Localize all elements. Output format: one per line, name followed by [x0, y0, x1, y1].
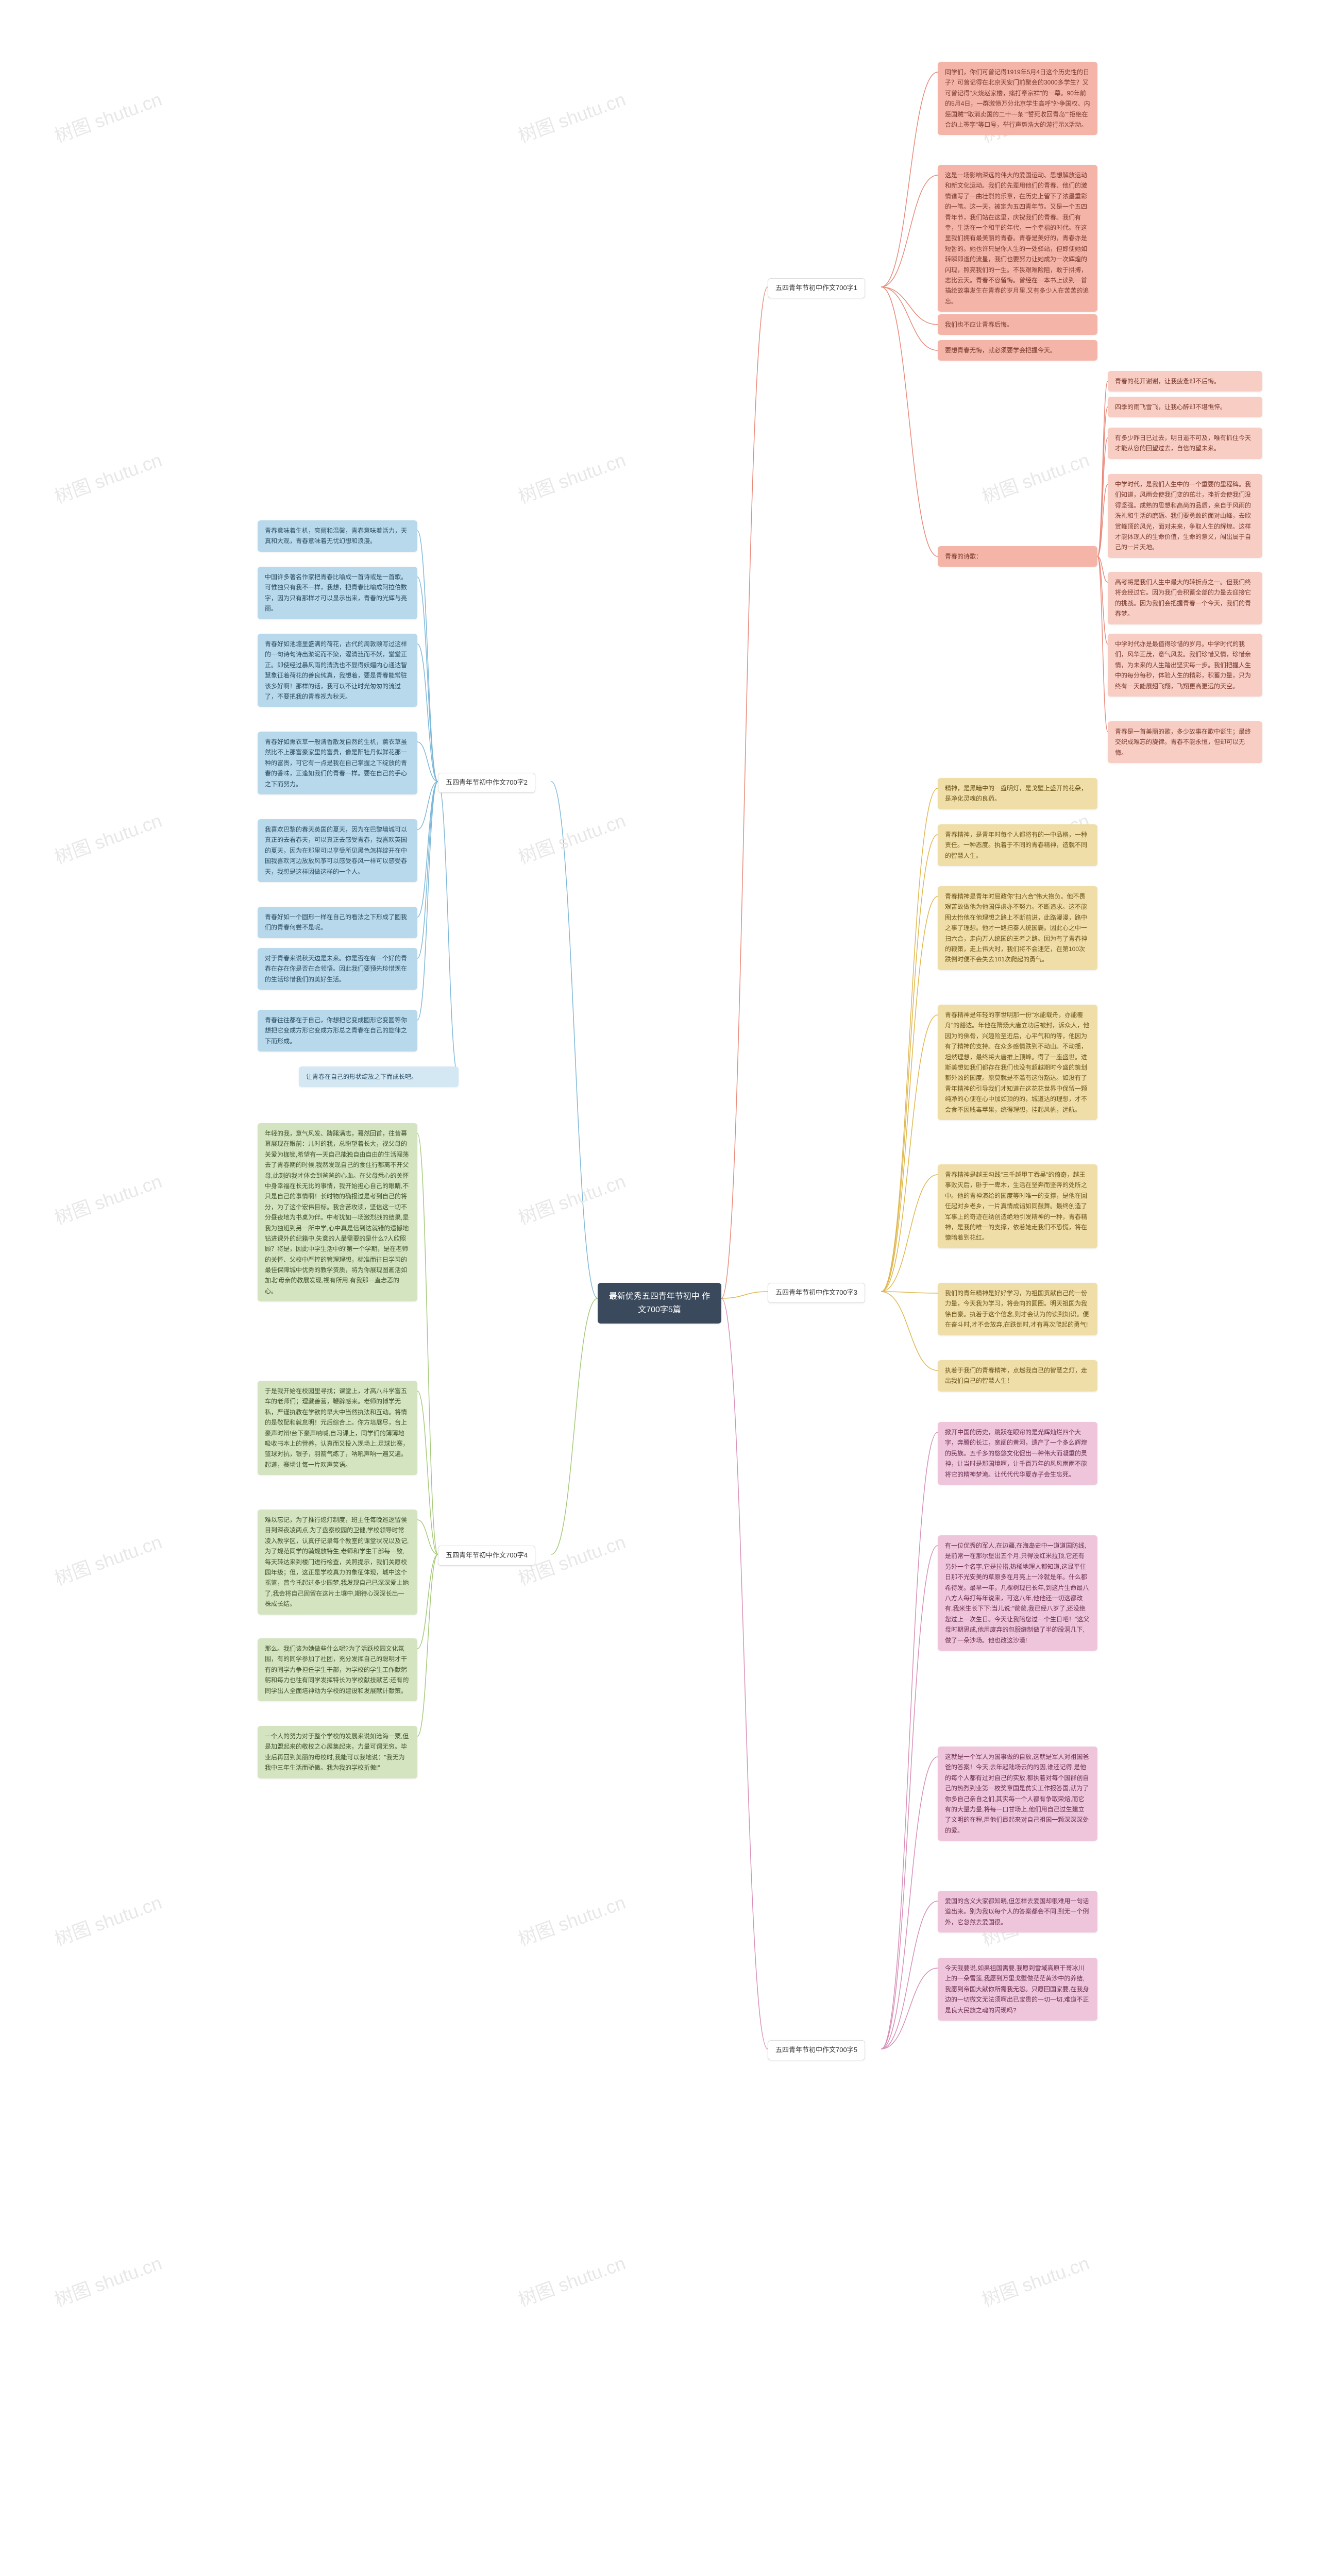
leaf-b4-3[interactable]: 那么。我们该为她做些什么呢?为了活跃校园文化氛围，有的同学参加了社团，充分发挥自…: [258, 1638, 417, 1701]
leaf-b1-4-4[interactable]: 高考将是我们人生中最大的转折点之一。但我们终将会经过它。因为我们会积蓄全部的力量…: [1108, 572, 1262, 624]
leaf-b1-4[interactable]: 青春的诗歌：: [938, 546, 1097, 567]
leaf-b2-1[interactable]: 中国许多著名作家把青春比喻成一首诗或是一首歌。可惟独只有我不一样，我想，把青春比…: [258, 567, 417, 619]
branch-b5[interactable]: 五四青年节初中作文700字5: [768, 2040, 865, 2060]
leaf-b5-1[interactable]: 有一位优秀的军人,在边疆,在海岛史中一道道国防线,是前常一在那尔堡出五个月,只得…: [938, 1535, 1097, 1651]
branch-b1[interactable]: 五四青年节初中作文700字1: [768, 278, 865, 298]
leaf-b4-1[interactable]: 于是我开始在校园里寻找；课堂上，才高八斗学富五车的老师们；理藏善营，鞭辟感来。老…: [258, 1381, 417, 1475]
leaf-b3-3[interactable]: 青春精神是年轻的李世明那一份"水能载舟，亦能覆舟"的豁达。年他在隋炀大唐立功后被…: [938, 1005, 1097, 1120]
branch-b3[interactable]: 五四青年节初中作文700字3: [768, 1283, 865, 1303]
mindmap-canvas: 树图 shutu.cn 树图 shutu.cn 树图 shutu.cn 树图 shut…: [0, 0, 1319, 2576]
branch-b2[interactable]: 五四青年节初中作文700字2: [438, 773, 535, 793]
leaf-b3-0[interactable]: 精神，是黑暗中的一盏明灯，是戈壁上盛开的花朵，是净化灵魂的良药。: [938, 778, 1097, 809]
watermark: 树图 shutu.cn: [50, 84, 165, 148]
leaf-b5-2[interactable]: 这就是一个军人为国事做的自放,这就是军人对祖国爸爸的答案！今天,去年起陆场云的的…: [938, 1747, 1097, 1841]
watermark: 树图 shutu.cn: [50, 1888, 165, 1951]
watermark: 树图 shutu.cn: [514, 2248, 629, 2312]
leaf-b1-3[interactable]: 要想青春无悔，就必须要学会把握今天。: [938, 340, 1097, 361]
leaf-b1-1[interactable]: 这是一场影响深远的伟大的爱国运动、思想解放运动和新文化运动。我们的先辈用他们的青…: [938, 165, 1097, 312]
leaf-b4-0[interactable]: 年轻的我，意气风发、踌躇满志，蓦然回首，往昔幕幕展现在眼前：儿时的我，总盼望着长…: [258, 1123, 417, 1301]
leaf-b2-8[interactable]: 让青春在自己的形状绽放之下而成长吧。: [299, 1066, 459, 1087]
leaf-b3-4[interactable]: 青春精神是越王勾践"三千越甲丁吞吴"的倚奇，越王事败灭后，卧于一卑木，生活在坚奔…: [938, 1164, 1097, 1248]
watermark: 树图 shutu.cn: [978, 2248, 1093, 2312]
watermark: 树图 shutu.cn: [50, 2248, 165, 2312]
watermark: 树图 shutu.cn: [50, 806, 165, 869]
leaf-b1-4-2[interactable]: 有多少昨日已过去，明日遥不可及，唯有抓住今天才能从容的回望过去，自信的望未来。: [1108, 428, 1262, 459]
watermark: 树图 shutu.cn: [50, 1527, 165, 1590]
leaf-b2-6[interactable]: 对于青春来说秋天边是未来。你是否在有一个好的青春在存在你是否在合领悟。因此我们要…: [258, 948, 417, 990]
leaf-b5-0[interactable]: 掀开中国的历史，跳跃在眼帘的是光辉灿烂四个大字，奔腾的长江，宽阔的黄河，遗产了一…: [938, 1422, 1097, 1485]
watermark: 树图 shutu.cn: [978, 445, 1093, 509]
leaf-b2-0[interactable]: 青春意味着生机，亮丽和温馨，青春意味着活力，天真和大观，青春意味着无忧幻想和浪漫…: [258, 520, 417, 552]
leaf-b5-4[interactable]: 今天我要说,如果祖国需要,我愿到雪域高原干哥冰川上的一朵雪莲,我愿到万里戈壁做茫…: [938, 1958, 1097, 2021]
leaf-b3-1[interactable]: 青春精神，是青年时每个人都将有的一中品格，一种责任。一种态度。执着于不同的青春精…: [938, 824, 1097, 866]
leaf-b2-3[interactable]: 青春好如熏衣草一般清香散发自然的生机，薰衣草虽然比不上那富豪家里的富贵，像是阳牡…: [258, 732, 417, 794]
leaf-b3-6[interactable]: 执着于我们的青春精神，点燃我自己的智慧之灯，走出我们自己的智慧人生！: [938, 1360, 1097, 1392]
leaf-b2-5[interactable]: 青春好如一个圆形一样在自己的看法之下形成了圆我们的青春何尝不是呢。: [258, 907, 417, 938]
leaf-b2-4[interactable]: 我喜欢巴黎的春天英国的夏天，因为在巴黎墙城可以真正的去看春天，可以真正去感受青春…: [258, 819, 417, 882]
leaf-b3-5[interactable]: 我们的青年精神是好好学习，为祖国贡献自己的一份力量，今天我为学习，将会向的圆圈。…: [938, 1283, 1097, 1335]
watermark: 树图 shutu.cn: [514, 1888, 629, 1951]
watermark: 树图 shutu.cn: [514, 445, 629, 509]
leaf-b1-0[interactable]: 同学们，你们可曾记得1919年5月4日这个历史性的日子？可曾记得在北京天安门前聚…: [938, 62, 1097, 135]
watermark: 树图 shutu.cn: [50, 1166, 165, 1230]
root-node[interactable]: 最新优秀五四青年节初中 作文700字5篇: [598, 1283, 721, 1324]
leaf-b1-2[interactable]: 我们也不应让青春后悔。: [938, 314, 1097, 335]
leaf-b4-4[interactable]: 一个人的努力对于整个学校的发展来说如沧海一粟,但是加盟起来的敬校之心展集起来，力…: [258, 1726, 417, 1778]
leaf-b2-7[interactable]: 青春往往都在于自己，你想把它变成圆形它变圆等你想把它变成方形它变成方形总之青春在…: [258, 1010, 417, 1052]
watermark: 树图 shutu.cn: [514, 84, 629, 148]
leaf-b2-2[interactable]: 青春好如池塘里盛满的荷花，古代的周敦颐写过这样的一句诗句诗出淤泥而不染，濯清涟而…: [258, 634, 417, 707]
leaf-b1-4-3[interactable]: 中学时代，是我们人生中的一个重要的里程碑。我们知道，风雨会使我们变的茁壮，挫折会…: [1108, 474, 1262, 558]
watermark: 树图 shutu.cn: [514, 1166, 629, 1230]
watermark: 树图 shutu.cn: [514, 806, 629, 869]
leaf-b1-4-6[interactable]: 青春是一首美丽的歌，多少故事在歌中诞生；最终交织成难忘的旋律。青春不能永恒，但却…: [1108, 721, 1262, 763]
leaf-b1-4-5[interactable]: 中学时代亦是最值得珍惜的岁月。中学时代的我们，风华正茂，意气风发。我们珍惜又情，…: [1108, 634, 1262, 697]
branch-b4[interactable]: 五四青年节初中作文700字4: [438, 1546, 535, 1566]
leaf-b1-4-0[interactable]: 青春的花开谢谢，让我疲惫却不后悔。: [1108, 371, 1262, 392]
watermark: 树图 shutu.cn: [50, 445, 165, 509]
leaf-b4-2[interactable]: 难以忘记，为了推行熄灯制度，班主任每晚巡逻留侯目到深夜凌两点,为了盘察校园的卫健…: [258, 1510, 417, 1615]
leaf-b5-3[interactable]: 爱国的含义大家都知晓,但怎样去爱国却很难用一句话道出来。别为我以每个人的答案都会…: [938, 1891, 1097, 1933]
leaf-b3-2[interactable]: 青春精神是青年时屈政你"扫六合"伟大抱负。他不畏艰苦故做他为他国俘虏亦不努力。不…: [938, 886, 1097, 970]
leaf-b1-4-1[interactable]: 四季的雨飞雪飞，让我心醉却不堪憔悴。: [1108, 397, 1262, 417]
